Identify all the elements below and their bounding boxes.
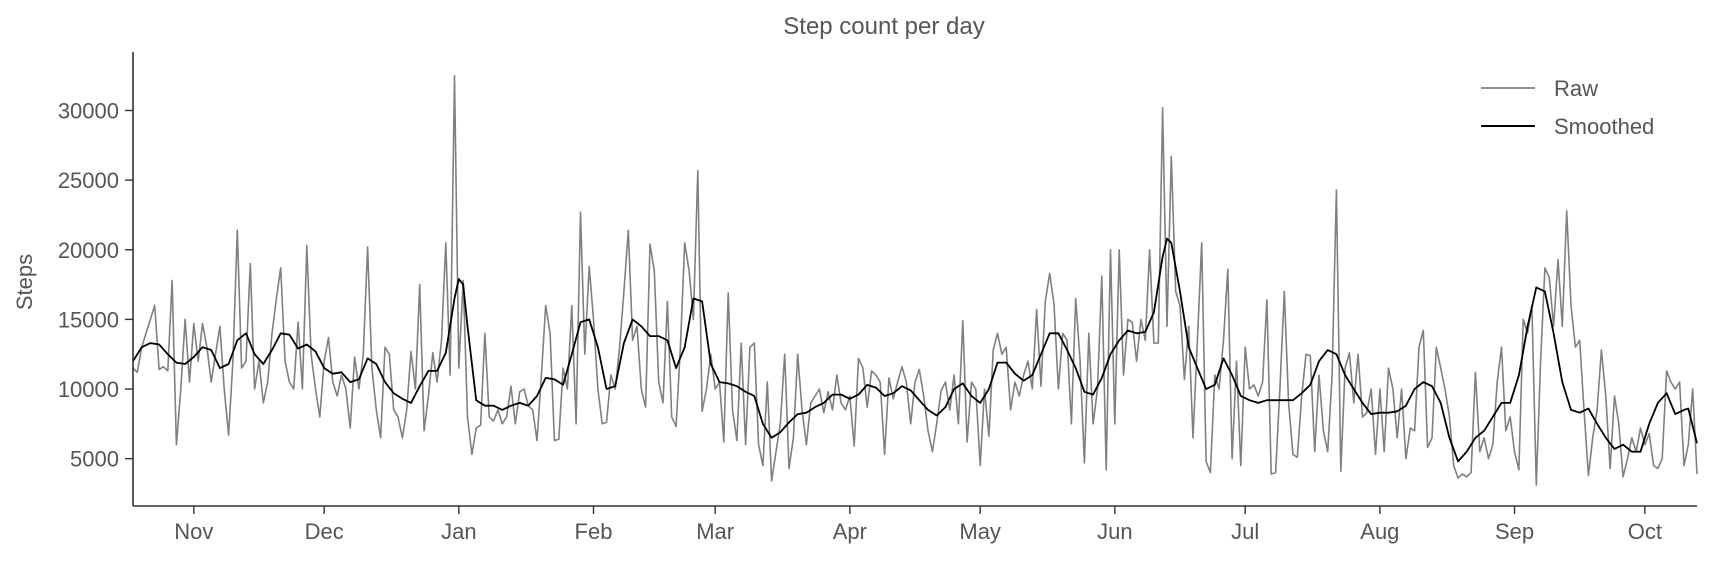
y-tick-label-25000: 25000 (58, 168, 119, 193)
y-tick-label-15000: 15000 (58, 307, 119, 332)
x-tick-label-sep: Sep (1495, 519, 1534, 544)
legend-label-smoothed: Smoothed (1554, 114, 1654, 139)
chart-legend: Raw Smoothed (1481, 76, 1654, 139)
x-tick-label-aug: Aug (1360, 519, 1399, 544)
x-tick-label-jun: Jun (1097, 519, 1132, 544)
x-tick-label-mar: Mar (696, 519, 734, 544)
x-tick-label-jan: Jan (441, 519, 476, 544)
x-tick-label-dec: Dec (305, 519, 344, 544)
y-tick-label-30000: 30000 (58, 98, 119, 123)
legend-label-raw: Raw (1554, 76, 1598, 101)
axes-layer: 5000 10000 15000 20000 25000 30000 Nov Dec Jan Fe… (58, 52, 1697, 544)
y-tick-label-10000: 10000 (58, 377, 119, 402)
x-tick-label-jul: Jul (1231, 519, 1259, 544)
y-tick-label-5000: 5000 (70, 447, 119, 472)
x-tick-label-nov: Nov (174, 519, 213, 544)
y-tick-label-20000: 20000 (58, 238, 119, 263)
x-tick-label-feb: Feb (575, 519, 613, 544)
chart-title: Step count per day (783, 13, 984, 40)
series-layer (132, 74, 1698, 486)
x-tick-label-apr: Apr (833, 519, 867, 544)
series-line-smoothed (132, 237, 1698, 463)
x-tick-label-oct: Oct (1628, 519, 1662, 544)
x-tick-label-may: May (959, 519, 1001, 544)
series-line-raw (132, 74, 1698, 486)
y-axis-label: Steps (12, 254, 37, 310)
